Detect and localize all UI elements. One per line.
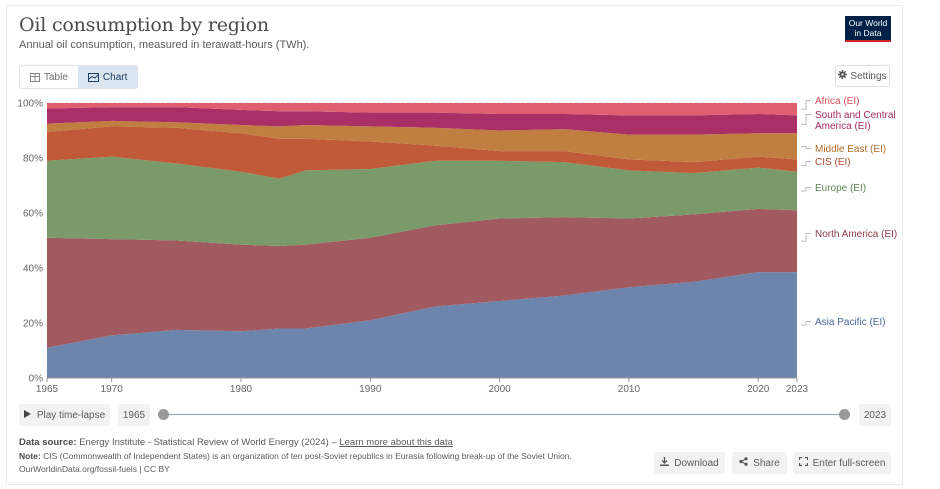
y-tick-label: 40%: [23, 264, 43, 275]
source-label: Data source:: [19, 437, 77, 448]
note-label: Note:: [19, 451, 41, 461]
logo-line-1: Our World: [848, 18, 888, 28]
page-title: Oil consumption by region: [19, 14, 269, 36]
legend-label: South and Central: [815, 110, 896, 121]
view-tabs: Table Chart: [19, 65, 139, 89]
x-tick-label: 1965: [36, 384, 59, 395]
y-tick-label: 100%: [17, 99, 43, 110]
legend-item[interactable]: Africa (EI): [801, 96, 859, 110]
chart-subtitle: Annual oil consumption, measured in tera…: [19, 39, 310, 51]
legend-label: Europe (EI): [815, 183, 866, 194]
x-tick-label: 2000: [488, 384, 511, 395]
x-tick-label: 1970: [101, 384, 124, 395]
legend-label: Middle East (EI): [815, 144, 886, 155]
data-source: Data source: Energy Institute - Statisti…: [19, 437, 453, 448]
timeline-start-handle[interactable]: [158, 409, 169, 420]
tab-chart[interactable]: Chart: [77, 66, 138, 88]
area-middle-east-ei[interactable]: [47, 120, 797, 163]
tab-chart-label: Chart: [102, 71, 128, 83]
fullscreen-icon: [798, 456, 808, 469]
legend-label: America (EI): [815, 121, 871, 132]
share-button[interactable]: Share: [732, 452, 787, 474]
share-icon: [739, 457, 748, 469]
area-asia-pacific-ei[interactable]: [47, 272, 797, 378]
settings-button[interactable]: Settings: [835, 65, 890, 87]
chart-icon: [87, 72, 99, 82]
x-tick-label: 2020: [747, 384, 770, 395]
legend-connector: [801, 145, 811, 149]
timeline-end-handle[interactable]: [839, 409, 850, 420]
timeline-end-year[interactable]: 2023: [859, 404, 891, 426]
source-text: Energy Institute - Statistical Review of…: [79, 437, 337, 448]
settings-label: Settings: [850, 70, 887, 82]
timeline-start-year[interactable]: 1965: [118, 404, 150, 426]
x-tick-label: 1990: [359, 384, 382, 395]
area-europe-ei[interactable]: [47, 156, 797, 246]
area-south-and-central-america-ei[interactable]: [47, 107, 797, 135]
legend-item[interactable]: Europe (EI): [801, 183, 866, 194]
y-tick-label: 20%: [23, 319, 43, 330]
learn-more-link[interactable]: Learn more about this data: [339, 437, 453, 448]
legend-label: Asia Pacific (EI): [815, 317, 886, 328]
stacked-area-chart: 0% 20% 40% 60% 80% 100% 1965 1970 1980 1990 2000 2…: [17, 96, 897, 395]
play-label: Play time-lapse: [36, 409, 106, 421]
gear-icon: [838, 70, 848, 82]
y-tick-label: 0%: [29, 374, 44, 385]
area-cis-ei[interactable]: [47, 126, 797, 179]
source-url[interactable]: OurWorldinData.org/fossil-fuels | CC BY: [19, 464, 170, 474]
area-north-america-ei[interactable]: [47, 208, 797, 348]
note-text: CIS (Commonwealth of Independent States)…: [43, 451, 572, 461]
download-icon: [660, 457, 670, 469]
legend-label: Africa (EI): [815, 96, 859, 107]
x-tick-label: 2023: [786, 384, 809, 395]
share-label: Share: [753, 457, 780, 469]
legend-label: CIS (EI): [815, 157, 851, 168]
y-tick-label: 80%: [23, 154, 43, 165]
legend-connector: [801, 114, 811, 125]
download-label: Download: [674, 457, 719, 469]
legend-connector: [801, 161, 811, 167]
legend-connector: [801, 233, 811, 242]
legend-connector: [801, 321, 811, 326]
timeline-slider-track[interactable]: [164, 414, 845, 415]
area-africa-ei[interactable]: [47, 103, 797, 116]
tab-table[interactable]: Table: [20, 66, 78, 88]
x-tick-label: 2010: [618, 384, 641, 395]
legend-item[interactable]: CIS (EI): [801, 157, 851, 168]
legend-item[interactable]: North America (EI): [801, 229, 897, 242]
play-timelapse-button[interactable]: Play time-lapse: [19, 404, 110, 426]
fullscreen-button[interactable]: Enter full-screen: [793, 452, 891, 474]
legend-label: North America (EI): [815, 229, 897, 240]
y-tick-label: 60%: [23, 209, 43, 220]
owid-logo[interactable]: Our World in Data: [845, 16, 891, 42]
legend-connector: [801, 100, 811, 110]
fullscreen-label: Enter full-screen: [812, 457, 886, 469]
tab-table-label: Table: [44, 71, 68, 83]
legend-item[interactable]: Asia Pacific (EI): [801, 317, 886, 328]
logo-line-2: in Data: [854, 27, 882, 38]
table-icon: [30, 72, 40, 82]
legend-connector: [801, 187, 811, 192]
x-tick-label: 1980: [230, 384, 253, 395]
play-icon: [23, 409, 31, 421]
chart-note: Note: CIS (Commonwealth of Independent S…: [19, 451, 572, 461]
download-button[interactable]: Download: [654, 452, 725, 474]
legend-item[interactable]: Middle East (EI): [801, 144, 886, 155]
